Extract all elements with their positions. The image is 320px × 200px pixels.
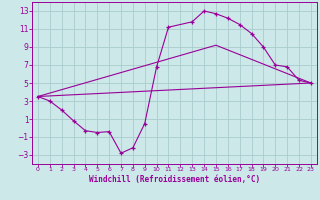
X-axis label: Windchill (Refroidissement éolien,°C): Windchill (Refroidissement éolien,°C) xyxy=(89,175,260,184)
